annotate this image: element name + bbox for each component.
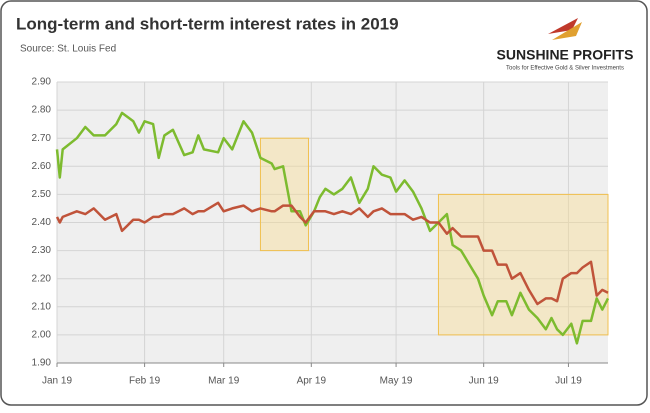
x-tick-label: May 19	[380, 376, 413, 387]
y-tick-label: 2.60	[32, 161, 52, 172]
x-tick-label: Apr 19	[297, 376, 327, 387]
x-tick-label: Feb 19	[129, 376, 161, 387]
x-tick-label: Jul 19	[555, 376, 582, 387]
series-line	[55, 111, 610, 345]
series-line	[55, 201, 609, 306]
highlight-box	[437, 193, 609, 336]
y-tick-label: 2.90	[32, 77, 52, 88]
y-tick-label: 1.90	[32, 358, 52, 369]
y-tick-label: 2.40	[32, 217, 52, 228]
x-tick-label: Jun 19	[469, 376, 499, 387]
x-tick-label: Jan 19	[42, 376, 72, 387]
y-tick-label: 2.30	[32, 245, 52, 256]
highlight-box	[259, 137, 309, 252]
y-tick-label: 2.70	[32, 133, 52, 144]
y-tick-label: 2.10	[32, 301, 52, 312]
y-tick-label: 2.00	[32, 330, 52, 341]
logo-tagline: Tools for Effective Gold & Silver Invest…	[506, 66, 624, 72]
y-tick-label: 2.20	[32, 273, 52, 284]
chart-subtitle: Source: St. Louis Fed	[20, 44, 116, 55]
logo-mark	[552, 22, 582, 40]
logo-name: SUNSHINE PROFITS	[497, 47, 634, 63]
y-tick-label: 2.50	[32, 189, 52, 200]
chart-title: Long-term and short-term interest rates …	[16, 14, 399, 33]
y-tick-label: 2.80	[32, 105, 52, 116]
x-tick-label: Mar 19	[208, 376, 240, 387]
